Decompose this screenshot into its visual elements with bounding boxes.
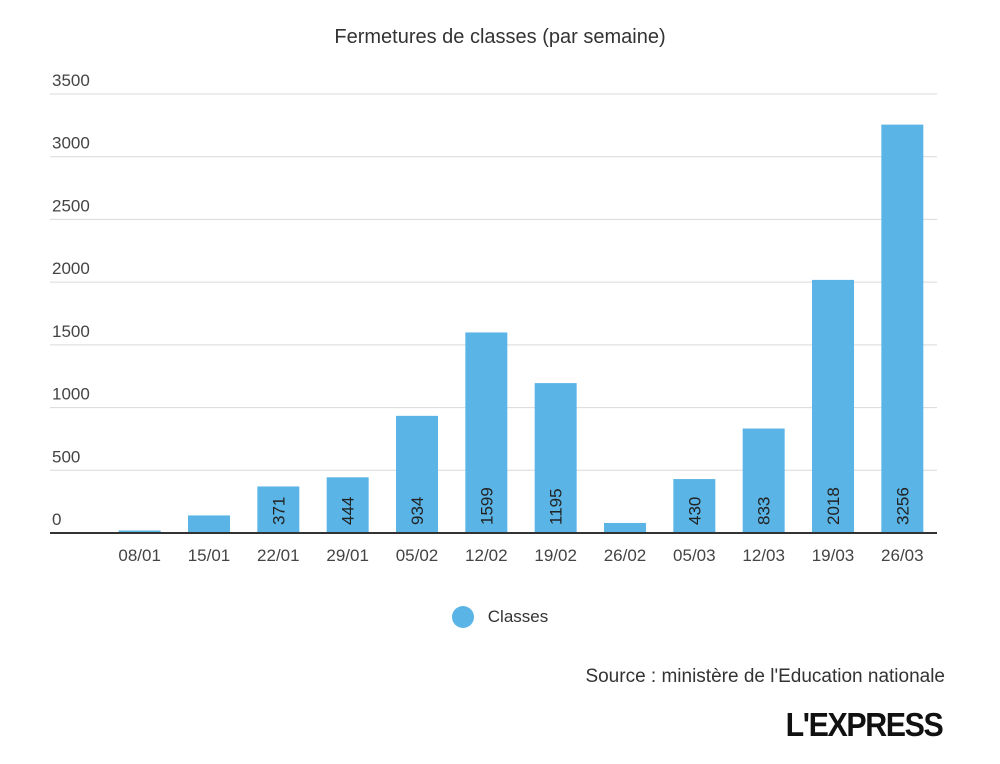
bar-12-03 — [742, 428, 785, 533]
bar-19-02 — [534, 383, 577, 533]
bar-05-02 — [396, 415, 438, 533]
y-tick-label: 1500 — [52, 322, 90, 341]
x-tick-label: 19/03 — [812, 546, 855, 565]
y-tick-label: 1000 — [52, 385, 90, 404]
x-tick-label: 05/03 — [673, 546, 716, 565]
bar-data-label: 430 — [685, 497, 704, 525]
x-tick-label: 29/01 — [326, 546, 369, 565]
x-tick-label: 05/02 — [396, 546, 439, 565]
y-tick-label: 500 — [52, 447, 80, 466]
bar-chart: 0 500 1000 1500 2000 2500 3000 3500 371 444 934 15… — [50, 71, 937, 565]
bar-05-03 — [673, 479, 716, 533]
bar-12-02 — [465, 332, 508, 533]
bar-data-label: 1195 — [547, 488, 566, 525]
bar-22-01 — [257, 486, 300, 533]
source-note: Source : ministère de l'Education nation… — [585, 666, 945, 687]
bar-15-01 — [188, 515, 230, 533]
bar-26-03 — [881, 124, 924, 534]
bar-data-label: 2018 — [824, 487, 843, 525]
bars — [118, 124, 924, 534]
bar-data-label: 3256 — [893, 487, 912, 525]
bar-data-label: 833 — [755, 497, 774, 525]
bar-data-label: 444 — [339, 497, 358, 525]
bar-data-label: 371 — [269, 497, 288, 525]
x-tick-label: 19/02 — [534, 546, 577, 565]
x-tick-label: 12/02 — [465, 546, 508, 565]
x-tick-label: 12/03 — [742, 546, 785, 565]
x-tick-label: 08/01 — [118, 546, 161, 565]
bar-26-02 — [604, 522, 646, 533]
legend-label-classes: Classes — [487, 607, 549, 626]
bar-19-03 — [812, 279, 854, 533]
x-tick-label: 15/01 — [188, 546, 231, 565]
bar-29-01 — [326, 477, 369, 533]
legend-swatch-classes — [451, 606, 474, 628]
y-tick-label: 2000 — [52, 259, 90, 278]
x-axis-ticks: 08/01 15/01 22/01 29/01 05/02 12/02 19/02 26/02… — [118, 546, 923, 565]
bar-08-01 — [118, 530, 161, 533]
y-tick-label: 3500 — [52, 71, 90, 90]
bar-data-label: 934 — [408, 497, 427, 525]
y-tick-label: 3000 — [52, 134, 90, 153]
x-tick-label: 22/01 — [257, 546, 300, 565]
lexpress-logo: L'EXPRESS — [785, 706, 943, 743]
y-axis-ticks: 0 500 1000 1500 2000 2500 3000 3500 — [52, 71, 90, 529]
chart-title: Fermetures de classes (par semaine) — [334, 26, 666, 48]
y-tick-label: 2500 — [52, 196, 90, 215]
x-tick-label: 26/02 — [604, 546, 647, 565]
bar-data-label: 1599 — [477, 487, 496, 525]
y-tick-label: 0 — [52, 510, 61, 529]
bar-data-labels: 371 444 934 1599 1195 430 833 2018 3256 — [269, 487, 912, 525]
x-tick-label: 26/03 — [881, 546, 924, 565]
legend: Classes — [0, 606, 1000, 628]
